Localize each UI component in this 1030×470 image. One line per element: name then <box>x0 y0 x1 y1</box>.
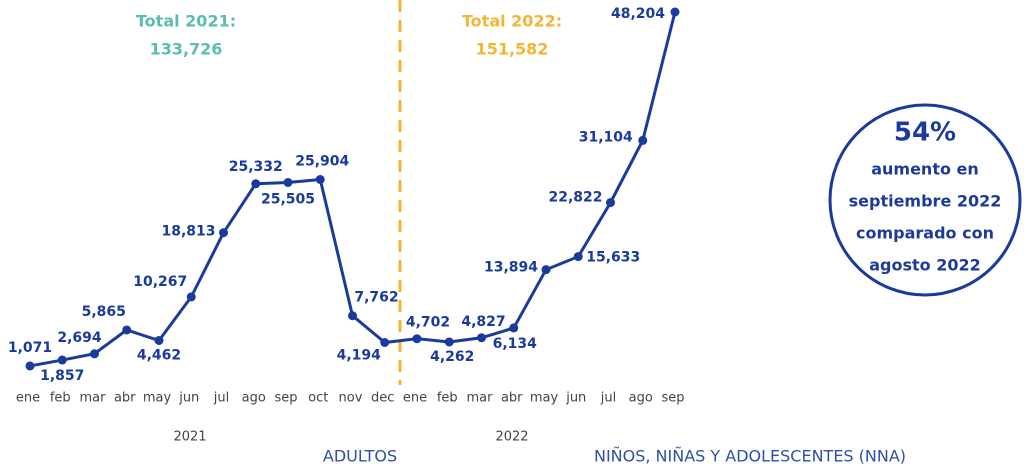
total-value: 133,726 <box>150 40 223 59</box>
callout-text: agosto 2022 <box>869 256 981 275</box>
data-point <box>348 311 357 321</box>
callout-text: aumento en <box>871 160 979 179</box>
value-label: 1,857 <box>40 368 84 384</box>
x-tick-label: ene <box>403 391 427 406</box>
x-tick-label: dec <box>371 391 394 406</box>
value-label: 1,071 <box>8 340 52 356</box>
x-tick-label: may <box>530 391 559 406</box>
group-label: ADULTOS <box>323 447 397 466</box>
x-tick-label: ago <box>629 391 653 406</box>
data-point <box>670 7 680 17</box>
callout-text: comparado con <box>856 224 994 243</box>
x-tick-label: oct <box>308 391 328 406</box>
data-point <box>154 335 164 345</box>
value-label: 4,194 <box>337 348 382 364</box>
data-point <box>606 198 615 208</box>
total-value: 151,582 <box>476 40 549 59</box>
data-point <box>251 179 261 189</box>
data-point <box>25 361 35 371</box>
data-point <box>573 252 583 262</box>
value-label: 18,813 <box>161 224 215 240</box>
value-label: 10,267 <box>133 274 187 290</box>
year-label: 2022 <box>495 430 528 445</box>
callout-circle <box>828 103 1022 297</box>
x-tick-label: mar <box>467 391 494 406</box>
value-label: 4,462 <box>137 347 181 363</box>
x-tick-label: jun <box>565 391 586 406</box>
data-point <box>541 265 551 275</box>
data-point <box>412 334 422 344</box>
data-point <box>380 338 390 348</box>
value-label: 22,822 <box>548 190 602 206</box>
x-tick-label: abr <box>501 391 523 406</box>
data-point <box>90 349 99 359</box>
data-point <box>122 325 132 335</box>
x-tick-label: feb <box>50 391 71 406</box>
value-label: 25,505 <box>261 191 315 207</box>
x-tick-label: mar <box>80 391 107 406</box>
x-tick-label: sep <box>661 391 684 406</box>
value-label: 25,332 <box>229 159 283 175</box>
value-label: 5,865 <box>82 304 126 320</box>
data-point <box>477 333 486 343</box>
data-point <box>219 228 228 238</box>
x-tick-label: sep <box>274 391 297 406</box>
value-label: 48,204 <box>611 6 665 22</box>
total-label: Total 2021: <box>136 12 236 31</box>
value-label: 2,694 <box>57 330 102 346</box>
year-label: 2021 <box>173 430 206 445</box>
value-label: 7,762 <box>354 290 398 306</box>
value-label: 4,827 <box>461 314 505 330</box>
value-label: 25,904 <box>295 153 349 169</box>
callout-text: septiembre 2022 <box>849 192 1002 211</box>
value-label: 4,702 <box>406 315 450 331</box>
x-tick-label: jul <box>600 391 616 406</box>
x-tick-label: abr <box>114 391 136 406</box>
data-point <box>57 355 67 365</box>
value-label: 4,262 <box>430 349 474 365</box>
group-label: NIÑOS, NIÑAS Y ADOLESCENTES (NNA) <box>594 447 906 466</box>
data-point <box>283 177 293 187</box>
callout-text: 54% <box>894 118 956 148</box>
value-label: 6,134 <box>493 336 538 352</box>
value-label: 13,894 <box>484 260 538 276</box>
total-label: Total 2022: <box>462 12 562 31</box>
data-point <box>315 174 325 184</box>
value-label: 15,633 <box>586 250 640 266</box>
x-tick-label: jun <box>178 391 199 406</box>
x-tick-label: may <box>143 391 172 406</box>
x-tick-label: nov <box>339 391 363 406</box>
x-tick-label: ago <box>242 391 266 406</box>
value-label: 31,104 <box>579 129 633 145</box>
data-point <box>638 135 648 145</box>
x-tick-label: feb <box>437 391 458 406</box>
data-point <box>509 323 519 333</box>
x-tick-label: jul <box>213 391 229 406</box>
data-point <box>186 292 196 302</box>
x-tick-label: ene <box>16 391 40 406</box>
data-point <box>444 337 454 347</box>
